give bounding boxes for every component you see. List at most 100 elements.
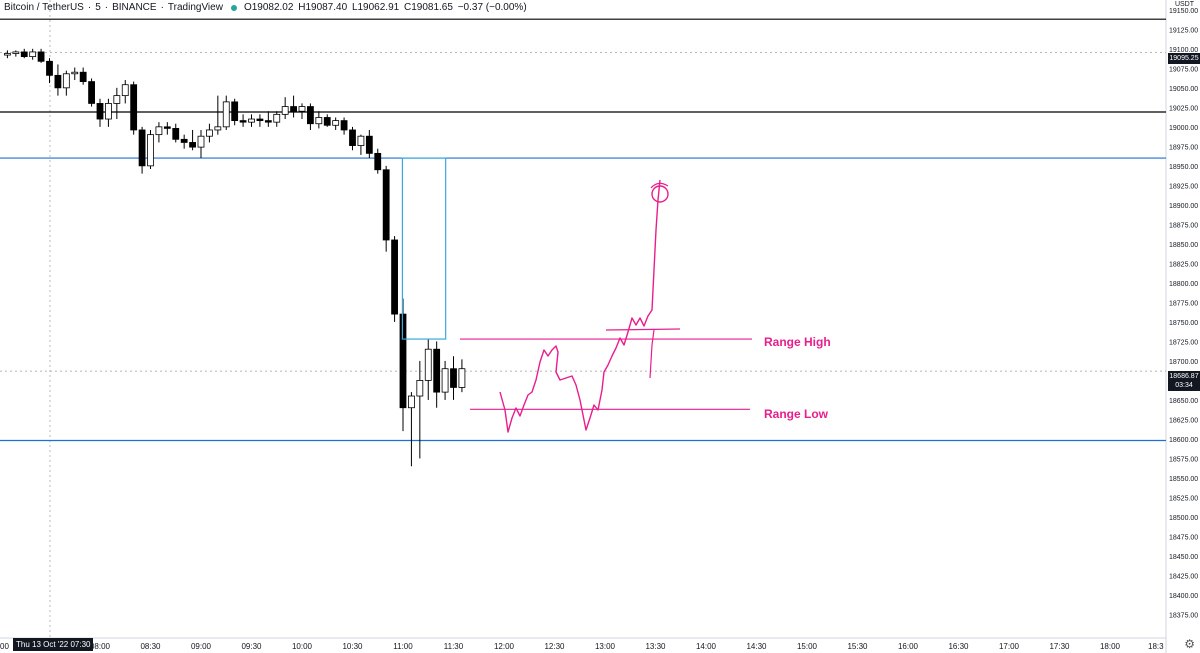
x-tick-label: 11:00 — [393, 642, 413, 651]
crosshair-date-label: Thu 13 Oct '22 07:30 — [13, 638, 94, 651]
y-tick-label: 18550.00 — [1169, 476, 1198, 483]
candle-body — [340, 120, 348, 131]
y-tick-label: 18925.00 — [1169, 183, 1198, 190]
y-tick-label: 19000.00 — [1169, 125, 1198, 132]
range-high-label: Range High — [764, 335, 831, 349]
x-tick-label: 00 — [0, 642, 9, 651]
y-tick-label: 18525.00 — [1169, 495, 1198, 502]
ohlc-change: −0.37 (−0.00%) — [457, 2, 527, 13]
candle-body — [273, 113, 281, 123]
platform: TradingView — [167, 2, 223, 13]
symbol-name[interactable]: Bitcoin / TetherUS — [4, 2, 84, 13]
y-tick-label: 18475.00 — [1169, 534, 1198, 541]
target-mark — [650, 182, 669, 189]
chart-header: Bitcoin / TetherUS · 5 · BINANCE · Tradi… — [4, 2, 527, 13]
ohlc-low: L19062.91 — [351, 2, 400, 13]
candle-body — [222, 101, 230, 128]
drawn-box — [401, 157, 447, 340]
candle-body — [71, 71, 79, 75]
x-tick-label: 13:00 — [595, 642, 616, 651]
gear-icon[interactable]: ⚙ — [1184, 637, 1195, 651]
y-tick-label: 18750.00 — [1169, 320, 1198, 327]
candle-body — [4, 53, 11, 56]
y-tick-label: 18450.00 — [1169, 554, 1198, 561]
candle-body — [96, 103, 104, 120]
candle-body — [450, 368, 457, 388]
x-tick-label: 09:30 — [241, 642, 262, 651]
candle-body — [79, 71, 87, 82]
y-tick-label: 18600.00 — [1169, 437, 1198, 444]
projection-spike — [649, 329, 655, 379]
y-tick-label: 18950.00 — [1169, 164, 1198, 171]
current-price-value: 18686.87 — [1169, 373, 1199, 380]
candle-body — [357, 135, 365, 146]
candle-body — [130, 84, 138, 131]
x-tick-label: 17:00 — [999, 642, 1020, 651]
ohlc-high: H19087.40 — [298, 2, 348, 13]
candle-body — [264, 120, 272, 123]
candle-body — [189, 142, 196, 148]
candle-body — [231, 101, 239, 121]
y-tick-label: 18500.00 — [1169, 515, 1198, 522]
y-tick-label: 18975.00 — [1169, 144, 1198, 151]
x-tick-label: 17:30 — [1049, 642, 1070, 651]
candle-body — [62, 73, 70, 89]
y-tick-label: 18400.00 — [1169, 593, 1198, 600]
candle-body — [391, 239, 398, 315]
candle-body — [20, 51, 28, 58]
candle-body — [121, 84, 129, 97]
candle-body — [37, 51, 45, 62]
candle-body — [12, 51, 20, 54]
projection-path — [499, 179, 661, 433]
y-tick-label: 18900.00 — [1169, 203, 1198, 210]
y-tick-label: 18800.00 — [1169, 281, 1198, 288]
x-tick-label: 12:00 — [494, 642, 515, 651]
x-tick-label: 12:30 — [544, 642, 565, 651]
candle-body — [147, 134, 154, 167]
candle-body — [113, 95, 121, 104]
candle-body — [307, 106, 314, 125]
y-tick-label: 19050.00 — [1169, 86, 1198, 93]
ohlc-close: C19081.65 — [404, 2, 453, 13]
candle-body — [433, 348, 441, 393]
candle-body — [349, 129, 356, 146]
candle-body — [281, 106, 289, 115]
candle-body — [424, 348, 432, 381]
y-tick-label: 18875.00 — [1169, 222, 1198, 229]
x-tick-label: 16:00 — [898, 642, 919, 651]
y-tick-label: 19125.00 — [1169, 27, 1198, 34]
y-tick-label: 18625.00 — [1169, 417, 1198, 424]
candle-body — [46, 60, 53, 76]
candle-body — [239, 120, 247, 123]
candle-body — [458, 368, 466, 388]
x-tick-label: 10:00 — [292, 642, 313, 651]
x-tick-label: 13:30 — [645, 642, 666, 651]
interval[interactable]: 5 — [95, 2, 101, 13]
top-price-value: 19095.25 — [1169, 55, 1199, 62]
y-tick-label: 18700.00 — [1169, 359, 1198, 366]
ohlc-open: O19082.02 — [243, 2, 294, 13]
y-tick-label: 18775.00 — [1169, 300, 1198, 307]
candle-body — [172, 127, 180, 140]
candle-body — [155, 126, 163, 136]
candle-body — [248, 118, 255, 123]
range-low-label: Range Low — [764, 407, 829, 421]
y-tick-label: 18825.00 — [1169, 261, 1198, 268]
candle-body — [298, 106, 306, 112]
x-tick-label: 09:00 — [191, 642, 212, 651]
x-tick-label: 18:00 — [1100, 642, 1121, 651]
y-tick-label: 18650.00 — [1169, 398, 1198, 405]
x-tick-label: 11:30 — [444, 642, 464, 651]
y-tick-label: 19150.00 — [1169, 8, 1198, 15]
y-tick-label: 19075.00 — [1169, 66, 1198, 73]
candle-body — [138, 129, 146, 167]
y-tick-label: 18850.00 — [1169, 242, 1198, 249]
x-tick-label: 15:00 — [797, 642, 818, 651]
y-tick-label: 19100.00 — [1169, 47, 1198, 54]
x-tick-label: 08:00 — [90, 642, 111, 651]
y-tick-label: 19025.00 — [1169, 105, 1198, 112]
candle-countdown: 03:34 — [1175, 382, 1193, 389]
currency-label[interactable]: USDT — [1174, 1, 1194, 8]
